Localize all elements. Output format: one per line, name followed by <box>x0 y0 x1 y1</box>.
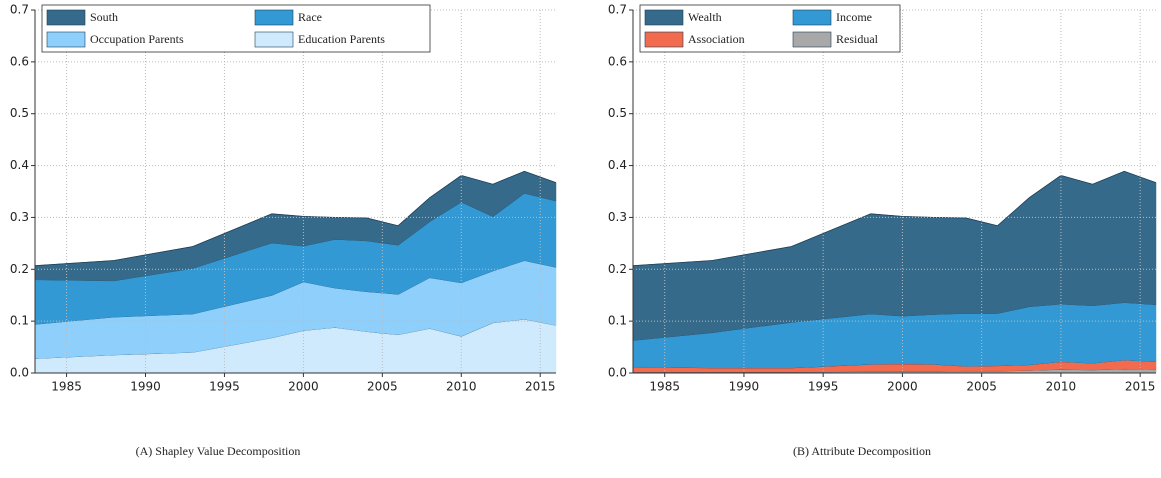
y-tick-label: 0.2 <box>10 262 29 276</box>
legend-swatch <box>792 31 832 48</box>
y-tick-label: 0.3 <box>608 210 627 224</box>
x-tick-label: 2005 <box>966 380 997 394</box>
y-tick-label: 0.4 <box>608 158 627 172</box>
legend-swatch <box>46 9 86 26</box>
x-tick-label: 2010 <box>1046 380 1077 394</box>
x-tick-label: 1985 <box>649 380 680 394</box>
legend-swatch <box>792 9 832 26</box>
y-tick-label: 0.5 <box>608 106 627 120</box>
x-tick-label: 2015 <box>525 380 556 394</box>
x-tick-label: 2010 <box>446 380 477 394</box>
area-edge <box>632 170 1157 267</box>
legend-label: Occupation Parents <box>90 32 184 46</box>
legend-label: Education Parents <box>298 32 385 46</box>
y-tick-label: 0.0 <box>608 366 627 380</box>
legend-box <box>41 4 431 53</box>
y-tick-label: 0.0 <box>10 366 29 380</box>
caption: (A) Shapley Value Decomposition <box>136 444 301 458</box>
legend-label: South <box>90 10 118 24</box>
legend: Wealth Income Association Residual <box>639 4 901 53</box>
legend-label: Race <box>298 10 322 24</box>
legend-label: Association <box>688 32 745 46</box>
x-tick-label: 2000 <box>887 380 918 394</box>
y-tick-label: 0.5 <box>10 106 29 120</box>
legend-label: Income <box>836 10 872 24</box>
legend-swatch <box>644 31 684 48</box>
legend-swatch <box>254 9 294 26</box>
chart: 0.0 0.1 0.2 0.3 0.4 0.5 0.6 0.7 1985 1990 1995 2000… <box>608 3 1157 458</box>
legend-label: Residual <box>836 32 879 46</box>
x-tick-label: 1990 <box>130 380 161 394</box>
x-tick-label: 1995 <box>808 380 839 394</box>
legend-box <box>639 4 901 53</box>
legend-swatch <box>254 31 294 48</box>
x-tick-label: 1995 <box>209 380 240 394</box>
legend-swatch <box>46 31 86 48</box>
legend-swatch <box>644 9 684 26</box>
legend: South Race Occupation Parents Education Par… <box>41 4 431 53</box>
x-tick-label: 2000 <box>288 380 319 394</box>
y-tick-label: 0.4 <box>10 158 29 172</box>
y-tick-label: 0.6 <box>10 54 29 68</box>
y-tick-label: 0.1 <box>608 314 627 328</box>
y-tick-label: 0.7 <box>10 3 29 17</box>
caption: (B) Attribute Decomposition <box>793 444 931 458</box>
y-tick-label: 0.2 <box>608 262 627 276</box>
y-tick-label: 0.6 <box>608 54 627 68</box>
y-tick-label: 0.1 <box>10 314 29 328</box>
x-tick-label: 1985 <box>51 380 82 394</box>
legend-label: Wealth <box>688 10 722 24</box>
x-tick-label: 2015 <box>1125 380 1156 394</box>
area-edge <box>34 170 557 267</box>
y-tick-label: 0.3 <box>10 210 29 224</box>
chart: 0.0 0.1 0.2 0.3 0.4 0.5 0.6 0.7 1985 1990 1995 2000… <box>10 3 557 458</box>
x-tick-label: 2005 <box>367 380 398 394</box>
x-tick-label: 1990 <box>729 380 760 394</box>
y-tick-label: 0.7 <box>608 3 627 17</box>
